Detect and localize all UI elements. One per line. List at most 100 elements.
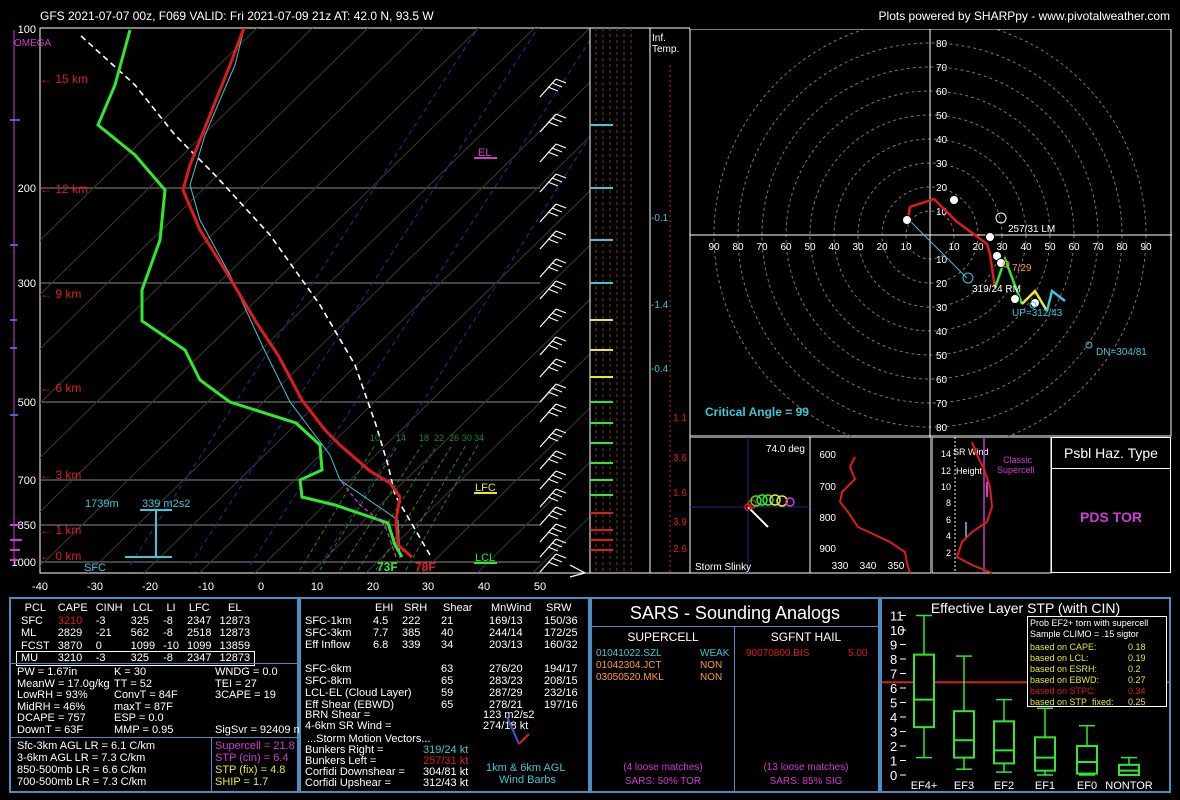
- composite-index: STP (cin) = 6.4: [215, 752, 289, 764]
- svg-text:800: 800: [819, 513, 836, 524]
- theta-e-panel: 600 700 800 900 330 340 350: [810, 437, 932, 574]
- composite-index: SHIP = 1.7: [215, 776, 269, 788]
- hodo-ring-label: 30: [936, 159, 948, 170]
- t-tick: 10: [311, 581, 323, 593]
- kin-header: MnWind: [491, 602, 532, 614]
- slinky-title: Storm Slinky: [695, 562, 751, 573]
- composite-index: STP (fix) = 4.8: [215, 764, 286, 776]
- index-value: MidRH = 46%: [17, 700, 86, 713]
- hodo-ring-label: 70: [756, 242, 768, 253]
- kin-header: SRW: [546, 602, 572, 614]
- svg-text:-0.1: -0.1: [651, 213, 669, 224]
- parcel-cell: -21: [95, 627, 112, 639]
- hodo-ring-label: 10: [948, 242, 960, 253]
- kin-cell: 276/20: [489, 663, 523, 675]
- kin-cell: SFC-6km: [305, 663, 352, 675]
- index-value: TEI = 27: [215, 677, 257, 690]
- prob-label: based on CAPE:: [1030, 642, 1097, 652]
- parcel-cell: -8: [163, 614, 173, 627]
- parcel-cell: 2347: [186, 614, 212, 627]
- stp-category: EF0: [1077, 780, 1097, 791]
- prob-label: based on EBWD:: [1030, 675, 1100, 685]
- stp-box: [953, 710, 975, 759]
- parcel-panel: PCL CAPE CINH LCL LI LFC EL SFC 3210 -3 325 -8 2347…: [9, 597, 324, 793]
- svg-text:-1.4: -1.4: [651, 300, 669, 311]
- hodo-ring-label: 50: [936, 351, 948, 362]
- kin-cell: 232/16: [544, 687, 578, 699]
- stp-y-tick: 2: [890, 739, 897, 754]
- index-value: K = 30: [114, 666, 147, 678]
- svg-text:330: 330: [832, 561, 849, 572]
- motion-label: Bunkers Right =: [305, 744, 384, 756]
- el-label: EL: [478, 147, 491, 159]
- kin-cell: 194/17: [544, 663, 578, 675]
- hodo-trace-3-6km: [993, 255, 1024, 305]
- index-value: ESP = 0.0: [114, 712, 164, 724]
- hodo-ring-label: 60: [1068, 242, 1080, 253]
- parcel-header: PCL: [24, 602, 47, 614]
- hodo-ring-label: 10: [936, 207, 948, 218]
- hodo-ring-label: 30: [936, 303, 948, 314]
- temp-axis: -40 -30 -20 -10 0 10 20 30 40 50: [32, 581, 546, 593]
- kin-cell: 65: [441, 699, 454, 711]
- inf-values: -0.1 -1.4 -0.4: [651, 213, 669, 375]
- prob-value: 0.2: [1128, 664, 1141, 674]
- parcel-header: LCL: [132, 602, 153, 614]
- parcel-cell: 3210: [57, 652, 83, 664]
- sars-supercell-class: WEAK: [700, 648, 730, 659]
- hodo-ring-label: 60: [936, 87, 948, 98]
- parcel-cell: 3870: [57, 639, 83, 652]
- parcel-cell: ML: [21, 627, 37, 639]
- index-value: TT = 52: [114, 677, 153, 690]
- bunkers-right-label: 319/24 RM: [972, 284, 1021, 295]
- parcel-cell: 12873: [219, 614, 251, 627]
- hodo-ring-label: 40: [1020, 242, 1032, 253]
- kin-header: Shear: [443, 602, 473, 614]
- h-label: ← 15 km: [40, 72, 88, 86]
- parcel-row: FCST 3870 0 1099 -10 1099 13859: [17, 640, 254, 653]
- hodo-ring-label: 30: [996, 242, 1008, 253]
- stp-y-tick: 4: [890, 710, 897, 725]
- sars-supercell-match: 01041022.SZL: [596, 648, 662, 659]
- sars-supercell-match: 01042304.JCT: [596, 660, 662, 671]
- kin-cell: 65: [441, 675, 454, 687]
- header-title: GFS 2021-07-07 00z, F069 VALID: Fri 2021…: [40, 9, 434, 23]
- sfc-dewpoint: 73F: [377, 560, 398, 574]
- parcel-cell: 2347: [186, 652, 212, 664]
- stp-box: [1076, 745, 1098, 775]
- h-label: ← 3 km: [40, 468, 81, 482]
- hodo-ring-label: 70: [936, 63, 948, 74]
- hodo-ring-label: 50: [936, 111, 948, 122]
- parcel-row: SFC 3210 -3 325 -8 2347 12873: [17, 615, 254, 628]
- kin-header: SRH: [404, 602, 428, 614]
- lcl-label: LCL: [475, 552, 495, 564]
- sars-hail-match: 90070800.BIS: [746, 648, 810, 659]
- hodo-ring-label: 70: [936, 399, 948, 410]
- kin-cell: 40: [441, 627, 454, 639]
- parcel-trace: [79, 34, 431, 556]
- storm-slinky-panel: 74.0 deg Storm Slinky: [690, 437, 810, 574]
- motion-value: 319/24 kt: [423, 744, 469, 756]
- kin-cell: 160/32: [544, 639, 578, 651]
- hazard-title: Psbl Haz. Type: [1052, 438, 1170, 469]
- hodo-ring-label: 80: [1116, 242, 1128, 253]
- prob-value: 0.18: [1128, 642, 1146, 652]
- kin-header: EHI: [375, 602, 394, 614]
- svg-text:3.9: 3.9: [673, 517, 687, 528]
- h-label: ← 1 km: [40, 523, 81, 537]
- index-value: 3CAPE = 19: [215, 689, 276, 701]
- index-value: MMP = 0.95: [114, 723, 174, 736]
- barb-label: 1km & 6km AGL: [486, 762, 566, 774]
- kin-cell: 150/36: [544, 615, 578, 627]
- hodo-ring-label: 60: [780, 242, 792, 253]
- stp-y-tick: 7: [890, 667, 897, 682]
- prob-label: based on STP_fixed:: [1030, 697, 1114, 707]
- hodo-ring-label: 40: [936, 327, 948, 338]
- wind-barbs: [539, 78, 587, 578]
- index-value: maxT = 87F: [114, 700, 173, 713]
- svg-text:340: 340: [860, 561, 877, 572]
- svg-text:14: 14: [941, 449, 951, 459]
- stp-category: EF2: [994, 780, 1014, 791]
- hazard-panel: Psbl Haz. Type PDS TOR: [1051, 437, 1171, 573]
